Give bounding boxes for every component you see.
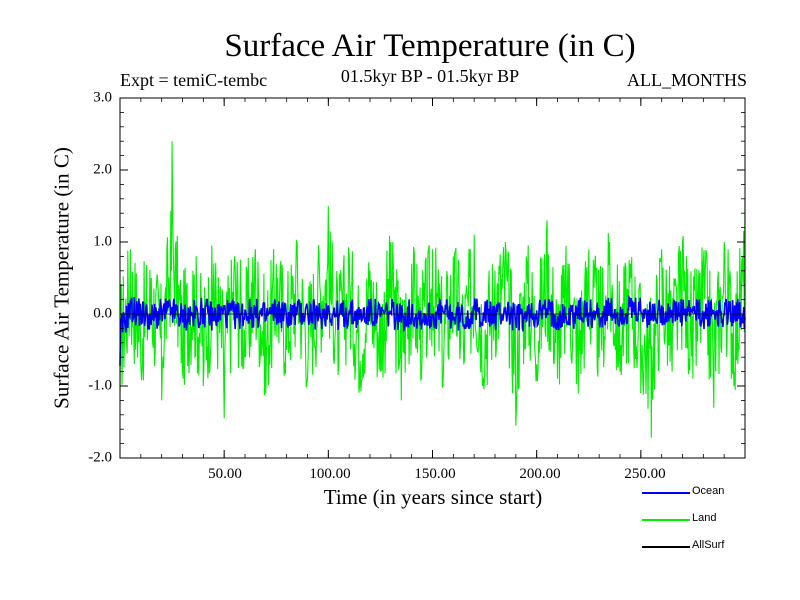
y-tick-label: -2.0 xyxy=(88,449,112,466)
experiment-label: Expt = temiC-tembc xyxy=(120,70,268,90)
period-label: 01.5kyr BP - 01.5kyr BP xyxy=(340,66,520,86)
y-axis-label: Surface Air Temperature (in C) xyxy=(49,147,74,409)
ocean-series-line xyxy=(119,294,746,366)
legend-item-ocean: Ocean xyxy=(642,485,762,501)
months-label: ALL_MONTHS xyxy=(627,70,747,90)
legend-item-land: Land xyxy=(642,512,762,528)
x-axis-label: Time (in years since start) xyxy=(323,485,543,509)
land-series-line xyxy=(119,141,746,438)
y-tick-label: 0.0 xyxy=(93,305,112,322)
legend-swatch-ocean xyxy=(642,492,690,494)
chart-title: Surface Air Temperature (in C) xyxy=(224,28,636,64)
x-tick-label: 200.00 xyxy=(519,466,561,482)
legend-label-ocean: Ocean xyxy=(692,485,725,497)
y-tick-label: -1.0 xyxy=(88,377,112,394)
legend-swatch-allsurf xyxy=(642,546,690,548)
legend-item-allsurf: AllSurf xyxy=(642,539,762,555)
x-tick-label: 50.00 xyxy=(208,466,242,482)
legend-swatch-land xyxy=(642,519,690,521)
y-tick-label: 3.0 xyxy=(93,89,112,106)
x-tick-label: 150.00 xyxy=(414,466,456,482)
y-tick-label: 1.0 xyxy=(93,233,112,250)
x-tick-label: 250.00 xyxy=(624,466,666,482)
legend-label-land: Land xyxy=(692,512,717,524)
x-tick-label: 100.00 xyxy=(309,466,351,482)
legend-label-allsurf: AllSurf xyxy=(692,539,725,551)
y-tick-label: 2.0 xyxy=(93,161,112,178)
